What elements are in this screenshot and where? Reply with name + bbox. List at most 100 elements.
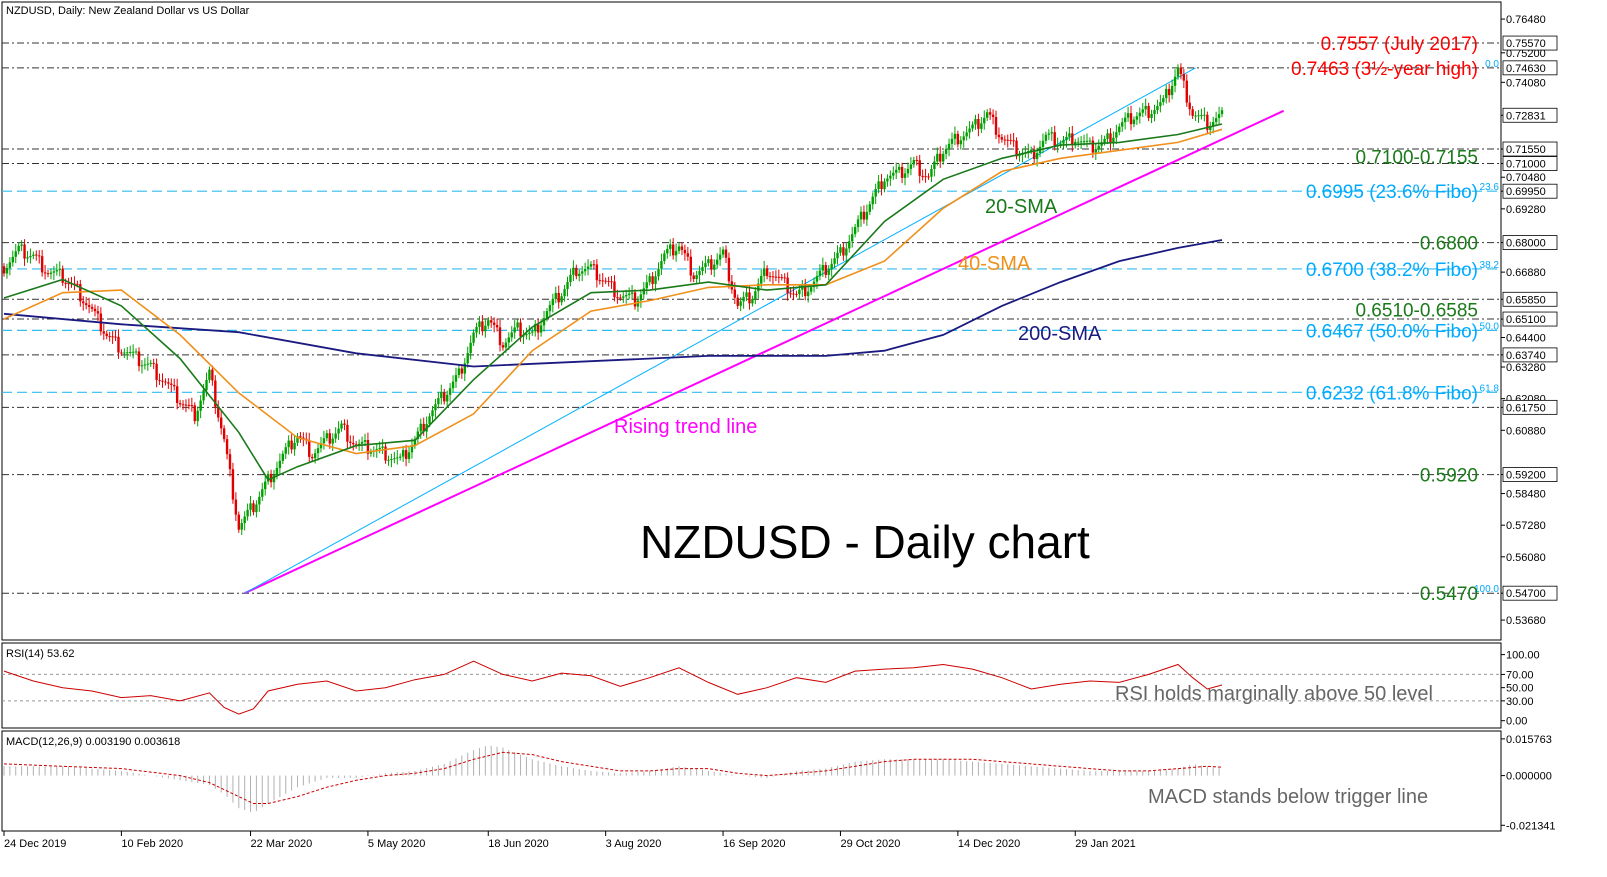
candle-body	[1173, 76, 1177, 86]
candle-body	[419, 423, 422, 432]
candle-body	[431, 410, 434, 417]
candle-body	[90, 306, 94, 309]
candle-body	[833, 258, 836, 264]
fibo-levels: 0.0 23.6 38.2 50.0 61.8 100.0	[1474, 59, 1499, 595]
candle-body	[1068, 133, 1071, 137]
candle-body	[519, 322, 522, 337]
candle-body	[264, 481, 267, 490]
candle-body	[1121, 122, 1124, 127]
candle-body	[701, 267, 704, 272]
candle-body	[933, 161, 936, 170]
candle-body	[627, 293, 631, 296]
candle-body	[205, 379, 208, 391]
moving-averages	[3, 123, 1223, 481]
candle-body	[164, 381, 167, 383]
date-tick-label: 24 Dec 2019	[4, 838, 66, 850]
candle-body	[472, 332, 475, 343]
candle-body	[272, 475, 276, 483]
fibo-tag: 0.0	[1485, 59, 1499, 70]
candle-body	[117, 336, 120, 353]
candle-body	[240, 523, 243, 530]
candle-body	[1103, 138, 1106, 143]
price-box	[1502, 291, 1558, 307]
candle-body	[959, 140, 962, 145]
candle-body	[542, 318, 546, 326]
candle-body	[404, 450, 408, 459]
price-tick-label: 0.74080	[1506, 77, 1546, 89]
candle-body	[804, 285, 807, 297]
candle-body	[187, 404, 191, 406]
candle-body	[211, 369, 214, 381]
candle-body	[108, 336, 111, 338]
candle-body	[287, 440, 290, 448]
candle-body	[1030, 149, 1033, 152]
candle-body	[783, 277, 786, 279]
candle-body	[569, 274, 572, 283]
candle-body	[971, 124, 974, 129]
candle-body	[313, 453, 317, 459]
date-tick-label: 18 Jun 2020	[488, 838, 549, 850]
candle-body	[340, 423, 343, 429]
candle-body	[8, 262, 12, 268]
macd-tick-label: -0.021341	[1506, 820, 1556, 832]
candle-body	[378, 447, 381, 450]
price-box	[1502, 183, 1558, 199]
candle-body	[26, 257, 29, 259]
price-tick-label: 0.64400	[1506, 332, 1546, 344]
candle-body	[11, 256, 15, 263]
rsi-tick-label: 0.00	[1506, 716, 1527, 728]
candle-body	[897, 166, 901, 170]
candle-body	[1041, 140, 1045, 147]
candle-body	[536, 324, 540, 333]
level-annotation: 0.6800	[1420, 234, 1478, 255]
candle-body	[228, 454, 232, 470]
candle-body	[428, 416, 431, 424]
price-box-label: 0.71000	[1506, 159, 1546, 171]
candle-body	[580, 271, 584, 274]
candle-body	[237, 514, 240, 530]
candle-body	[2, 266, 6, 274]
candle-body	[830, 263, 833, 270]
candle-body	[868, 204, 872, 212]
price-tick-label: 0.53680	[1506, 615, 1546, 627]
candle-body	[795, 293, 798, 295]
candle-body	[622, 296, 625, 298]
candle-body	[20, 244, 23, 246]
candle-body	[249, 503, 252, 510]
price-box-label: 0.72831	[1506, 110, 1546, 122]
candle-body	[956, 133, 960, 145]
candle-body	[387, 459, 390, 461]
level-annotation: 0.6467 (50.0% Fibo)	[1306, 321, 1478, 342]
candle-body	[815, 276, 819, 282]
candle-body	[219, 417, 223, 429]
candle-body	[692, 275, 695, 279]
candle-body	[578, 273, 581, 277]
candle-body	[651, 276, 654, 284]
candle-body	[290, 440, 293, 450]
candle-body	[986, 112, 989, 118]
price-box-label: 0.65100	[1506, 314, 1546, 326]
candle-body	[560, 296, 563, 303]
candle-body	[29, 255, 32, 258]
candle-body	[1185, 80, 1188, 103]
candle-body	[713, 264, 716, 270]
candle-body	[484, 325, 487, 332]
candle-body	[319, 443, 323, 449]
level-annotations: 0.7557 (July 2017) 0.7463 (3½-year high) 0…	[1291, 34, 1478, 605]
candle-body	[1062, 140, 1065, 144]
candle-body	[14, 251, 17, 257]
candle-body	[853, 227, 857, 235]
candle-body	[983, 117, 986, 124]
candle-body	[915, 159, 918, 161]
fibo-tag: 38.2	[1480, 260, 1500, 271]
candle-body	[1106, 133, 1109, 139]
candle-body	[246, 509, 249, 517]
candle-body	[930, 169, 933, 177]
candle-body	[733, 289, 736, 298]
candle-body	[158, 379, 161, 381]
candle-body	[507, 337, 511, 343]
candle-body	[32, 254, 35, 256]
fibo-tag: 23.6	[1480, 182, 1500, 193]
candle-body	[487, 320, 490, 326]
